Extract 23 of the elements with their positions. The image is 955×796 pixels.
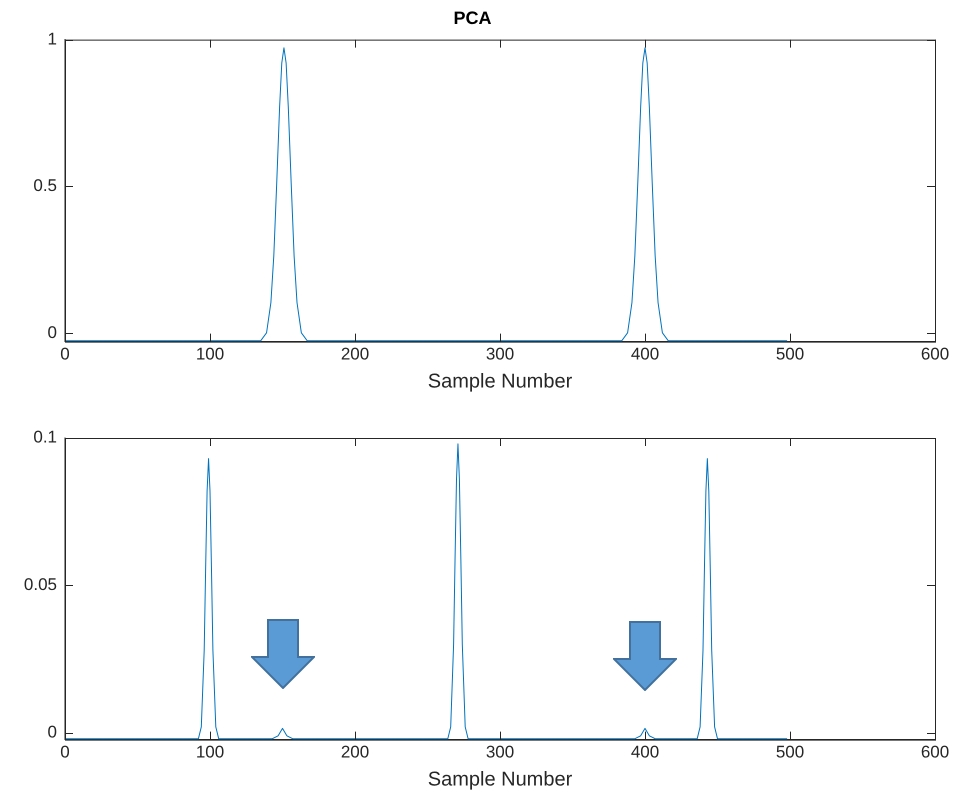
x-tick-label: 600 <box>920 742 950 762</box>
x-axis-title: Sample Number <box>428 370 573 393</box>
y-tick-label: 0 <box>48 722 57 742</box>
chart-title: PCA <box>453 8 492 28</box>
y-tick-label: 1 <box>48 29 57 48</box>
x-tick-label: 500 <box>776 344 804 364</box>
x-tick-label: 300 <box>486 344 514 364</box>
x-tick-label: 400 <box>630 742 660 762</box>
y-tick-label: 0.1 <box>33 428 57 447</box>
x-tick-label: 500 <box>776 742 804 762</box>
x-tick-label: 0 <box>60 344 70 364</box>
x-tick-label: 400 <box>630 344 660 364</box>
x-tick-label: 200 <box>340 742 370 762</box>
x-tick-label: 300 <box>486 742 514 762</box>
x-tick-label: 600 <box>920 344 950 364</box>
x-tick-label: 100 <box>196 344 224 364</box>
x-axis-title: Sample Number <box>428 768 573 791</box>
x-tick-label: 200 <box>340 344 370 364</box>
x-tick-label: 0 <box>60 742 70 762</box>
y-tick-label: 0.05 <box>24 575 57 594</box>
y-tick-label: 0.5 <box>33 176 57 196</box>
y-tick-label: 0 <box>48 323 57 342</box>
x-tick-label: 100 <box>196 742 224 762</box>
